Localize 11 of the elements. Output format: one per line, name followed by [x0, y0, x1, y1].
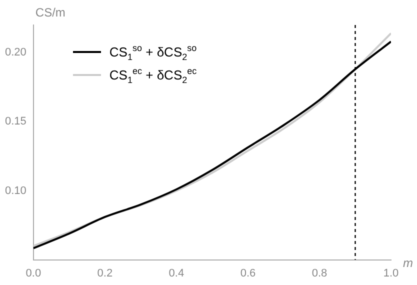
x-tick-label: 0.4: [168, 267, 184, 280]
y-axis-title: CS/m: [35, 5, 66, 20]
x-tick-label: 0.6: [240, 267, 256, 280]
y-tick-label: 0.20: [4, 46, 26, 59]
x-axis-title: m: [403, 256, 413, 270]
x-tick-label: 0.0: [26, 267, 42, 280]
x-tick-label: 0.2: [97, 267, 113, 280]
y-tick-label: 0.10: [4, 184, 26, 197]
x-tick-label: 1.0: [383, 267, 399, 280]
y-tick-label: 0.15: [4, 116, 26, 128]
x-tick-label: 0.8: [312, 267, 328, 280]
